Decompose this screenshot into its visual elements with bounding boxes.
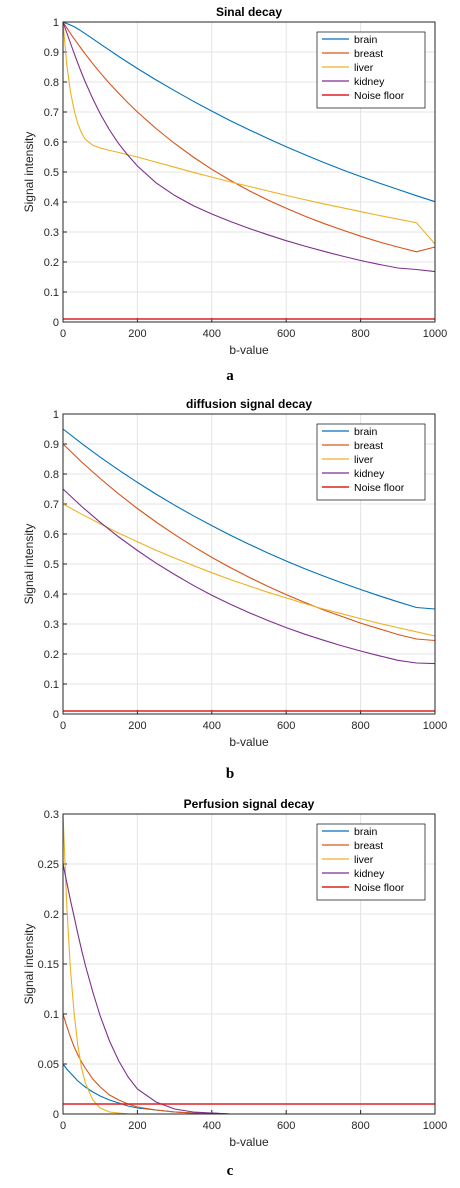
x-tick-label: 1000 [423, 1120, 447, 1132]
x-tick-label: 800 [351, 328, 369, 340]
x-tick-label: 600 [277, 720, 295, 732]
legend-label: brain [354, 34, 378, 46]
x-tick-label: 400 [203, 328, 221, 340]
axes-box [62, 413, 436, 715]
series-line-breast [62, 21, 436, 253]
y-tick-label: 0.2 [44, 257, 59, 269]
x-tick-label: 600 [277, 328, 295, 340]
series-line-kidney [62, 488, 436, 665]
chart-title: Perfusion signal decay [184, 797, 315, 811]
legend-label: kidney [354, 76, 385, 88]
legend-label: kidney [354, 868, 385, 880]
chart-b: 0 200 400 600 800 1000 0 0.1 0.2 0.3 0.4 0.5 0.6 0.7 0… [22, 397, 447, 749]
legend-label: Noise floor [354, 90, 405, 102]
y-tick-label: 0.25 [38, 859, 59, 871]
x-axis-label: b-value [229, 1135, 269, 1149]
legend-label: Noise floor [354, 882, 405, 894]
series-line-brain [62, 21, 436, 203]
caption-a: a [226, 368, 234, 384]
x-tick-label: 800 [351, 1120, 369, 1132]
y-tick-label: 1 [53, 17, 59, 29]
y-tick-label: 0.1 [44, 287, 59, 299]
x-tick-label: 1000 [423, 720, 447, 732]
y-tick-label: 0.8 [44, 469, 59, 481]
series-line-kidney [62, 21, 436, 273]
x-tick-label: 1000 [423, 328, 447, 340]
y-tick-label: 0.5 [44, 559, 59, 571]
legend-label: kidney [354, 468, 385, 480]
x-tick-label: 400 [203, 720, 221, 732]
x-tick-label: 200 [128, 1120, 146, 1132]
legend: brain breast liver kidney Noise floor [316, 423, 426, 501]
series-line-liver [62, 21, 436, 245]
legend-label: breast [354, 840, 383, 852]
legend-label: Noise floor [354, 482, 405, 494]
y-tick-label: 0.15 [38, 959, 59, 971]
chart-c: 0 200 400 600 800 1000 0 0.05 0.1 0.15 0.2 0.25 0.3 P… [22, 797, 447, 1149]
legend-box [316, 31, 426, 109]
chart-title: diffusion signal decay [186, 397, 312, 411]
y-tick-label: 0.2 [44, 909, 59, 921]
legend: brain breast liver kidney Noise floor [316, 823, 426, 901]
legend-label: brain [354, 426, 378, 438]
y-tick-label: 0.3 [44, 809, 59, 821]
x-tick-label: 0 [60, 1120, 66, 1132]
y-tick-label: 0.9 [44, 439, 59, 451]
x-tick-label: 200 [128, 328, 146, 340]
chart-a: 0 200 400 600 800 1000 0 0.1 0.2 0.3 0.4 0.5 0.6 0.7 0… [22, 5, 447, 357]
legend-label: liver [354, 454, 374, 466]
y-tick-label: 0.05 [38, 1059, 59, 1071]
y-tick-label: 0 [53, 1109, 59, 1121]
y-tick-label: 0.4 [44, 197, 59, 209]
y-axis-label: Signal intensity [22, 924, 36, 1005]
x-axis-label: b-value [229, 343, 269, 357]
series-line-breast [62, 443, 436, 642]
y-tick-label: 0.8 [44, 77, 59, 89]
y-tick-label: 0.3 [44, 619, 59, 631]
series-line-brain [62, 428, 436, 610]
x-tick-label: 600 [277, 1120, 295, 1132]
y-tick-label: 0.4 [44, 589, 59, 601]
chart-title: Sinal decay [216, 5, 282, 19]
series-line-liver [62, 503, 436, 637]
legend-label: liver [354, 62, 374, 74]
y-tick-label: 0.3 [44, 227, 59, 239]
y-tick-label: 0.1 [44, 1009, 59, 1021]
y-tick-label: 0.7 [44, 499, 59, 511]
x-axis-label: b-value [229, 735, 269, 749]
y-tick-label: 0.5 [44, 167, 59, 179]
axes-box [62, 813, 436, 1115]
axes-box [62, 21, 436, 323]
y-tick-label: 0.2 [44, 649, 59, 661]
x-tick-label: 400 [203, 1120, 221, 1132]
legend-label: liver [354, 854, 374, 866]
caption-b: b [225, 766, 235, 782]
x-tick-label: 0 [60, 720, 66, 732]
legend-label: breast [354, 48, 383, 60]
legend-label: brain [354, 826, 378, 838]
y-axis-label: Signal intensity [22, 132, 36, 213]
x-tick-label: 0 [60, 328, 66, 340]
y-tick-label: 0.6 [44, 529, 59, 541]
y-tick-label: 0.6 [44, 137, 59, 149]
caption-c: c [226, 1163, 234, 1179]
y-tick-label: 0 [53, 709, 59, 721]
y-tick-label: 0 [53, 317, 59, 329]
legend-label: breast [354, 440, 383, 452]
x-tick-label: 200 [128, 720, 146, 732]
legend: brain breast liver kidney Noise floor [316, 31, 426, 109]
x-tick-label: 800 [351, 720, 369, 732]
y-tick-label: 0.9 [44, 47, 59, 59]
y-tick-label: 1 [53, 409, 59, 421]
y-tick-label: 0.1 [44, 679, 59, 691]
y-tick-label: 0.7 [44, 107, 59, 119]
y-axis-label: Signal intensity [22, 524, 36, 605]
